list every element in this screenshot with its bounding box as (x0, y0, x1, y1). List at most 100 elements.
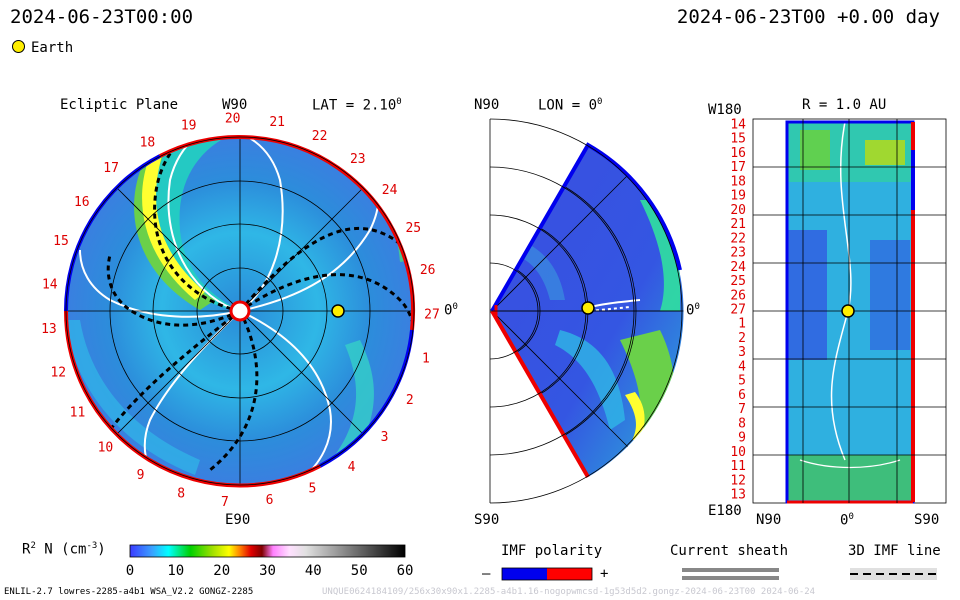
current-sheath-title: Current sheath (670, 543, 789, 559)
sector-label-6: 6 (266, 493, 274, 508)
imf-line-swatch (850, 568, 937, 580)
map-radius-label: R = 1.0 AU (802, 97, 887, 113)
earth-marker-map (841, 304, 855, 318)
current-sheath-swatch (682, 568, 779, 580)
colorbar-ticks: 0 10 20 30 40 50 60 (126, 563, 414, 579)
sector-label-26: 26 (420, 263, 436, 278)
map-bottom-left-label: E180 (708, 503, 742, 519)
lat-label: LAT = 2.100 (312, 97, 402, 114)
earth-legend: Earth (12, 40, 73, 56)
sector-label-17: 17 (103, 161, 119, 176)
sector-label-15: 15 (53, 234, 69, 249)
ecliptic-title: Ecliptic Plane (60, 97, 179, 113)
map-y-label-1: 1 (738, 317, 746, 332)
sector-label-23: 23 (350, 152, 366, 167)
map-y-label-20: 20 (730, 203, 746, 218)
ecliptic-top-label: W90 (222, 97, 248, 113)
map-y-label-5: 5 (738, 374, 746, 389)
ecliptic-bottom-label: E90 (225, 512, 251, 528)
map-y-label-19: 19 (730, 189, 746, 204)
map-y-label-23: 23 (730, 246, 746, 261)
imf-plus-label: + (600, 566, 609, 582)
earth-marker-ecliptic (331, 304, 345, 318)
sector-label-16: 16 (74, 195, 90, 210)
ecliptic-right-label: 00 (444, 302, 458, 319)
imf-negative-swatch (502, 568, 547, 580)
sector-label-19: 19 (181, 119, 197, 134)
map-y-label-2: 2 (738, 331, 746, 346)
map-y-label-13: 13 (730, 488, 746, 503)
sector-label-9: 9 (137, 468, 145, 483)
map-y-label-7: 7 (738, 402, 746, 417)
map-y-labels: 1415161718192021222324252627123456789101… (730, 118, 746, 503)
map-y-label-10: 10 (730, 445, 746, 460)
sector-label-24: 24 (382, 183, 398, 198)
meridional-plane (489, 118, 684, 504)
sector-label-20: 20 (225, 112, 241, 127)
left-datetime: 2024-06-23T00:00 (10, 6, 194, 28)
sector-label-3: 3 (381, 430, 389, 445)
map-y-label-12: 12 (730, 473, 746, 488)
imf-minus-label: – (482, 566, 491, 582)
colorbar-tick-40: 40 (305, 563, 322, 579)
sector-label-14: 14 (42, 277, 58, 292)
map-y-label-9: 9 (738, 431, 746, 446)
imf-line-title: 3D IMF line (848, 543, 941, 559)
imf-positive-swatch (547, 568, 592, 580)
colorbar-label: R2 N (cm-3) (22, 541, 106, 558)
map-y-label-21: 21 (730, 217, 746, 232)
sector-label-5: 5 (308, 481, 316, 496)
map-y-label-6: 6 (738, 388, 746, 403)
ecliptic-sector-labels: 19 20 212223242526271234567891011121314151… (41, 112, 440, 510)
map-x-label-0: 00 (840, 512, 854, 529)
right-datetime: 2024-06-23T00 +0.00 day (676, 6, 940, 28)
earth-marker-meridional (581, 301, 595, 315)
sector-label-12: 12 (50, 366, 66, 381)
colorbar-tick-50: 50 (351, 563, 368, 579)
meridional-bottom-label: S90 (474, 512, 500, 528)
map-y-label-8: 8 (738, 416, 746, 431)
sector-label-25: 25 (405, 221, 421, 236)
map-y-label-25: 25 (730, 274, 746, 289)
sector-label-4: 4 (348, 460, 356, 475)
map-y-label-16: 16 (730, 146, 746, 161)
meridional-right-label: 00 (686, 302, 700, 319)
map-y-label-15: 15 (730, 132, 746, 147)
footer-run-id: UNQUE0624184109/256x30x90x1.2285-a4b1.16… (322, 587, 816, 597)
earth-icon (12, 40, 25, 53)
synoptic-map (752, 118, 947, 504)
map-y-label-3: 3 (738, 345, 746, 360)
sector-label-13: 13 (41, 322, 57, 337)
meridional-top-label: N90 (474, 97, 500, 113)
imf-polarity-title: IMF polarity (501, 543, 603, 559)
lon-label: LON = 00 (538, 97, 603, 114)
sector-label-8: 8 (177, 486, 185, 501)
map-y-label-24: 24 (730, 260, 746, 275)
map-y-label-14: 14 (730, 118, 746, 133)
earth-legend-label: Earth (31, 40, 74, 56)
colorbar-tick-0: 0 (126, 563, 134, 579)
sector-label-1: 1 (422, 352, 430, 367)
sector-label-7: 7 (221, 495, 229, 510)
map-y-label-26: 26 (730, 288, 746, 303)
map-y-label-22: 22 (730, 231, 746, 246)
sector-label-10: 10 (98, 440, 114, 455)
map-y-label-17: 17 (730, 160, 746, 175)
map-y-label-18: 18 (730, 174, 746, 189)
colorbar-tick-30: 30 (259, 563, 276, 579)
sector-label-21: 21 (269, 115, 285, 130)
map-x-label-s90: S90 (914, 512, 940, 528)
sector-label-11: 11 (70, 406, 86, 421)
map-y-label-11: 11 (730, 459, 746, 474)
map-top-left-label: W180 (708, 102, 742, 118)
colorbar-tick-10: 10 (167, 563, 184, 579)
sector-label-22: 22 (312, 129, 328, 144)
sector-label-27: 27 (424, 307, 440, 322)
map-y-label-27: 27 (730, 303, 746, 318)
sector-label-18: 18 (140, 135, 156, 150)
map-y-label-4: 4 (738, 359, 746, 374)
footer-model-info: ENLIL-2.7 lowres-2285-a4b1 WSA_V2.2 GONG… (4, 587, 254, 597)
colorbar-tick-20: 20 (213, 563, 230, 579)
sector-label-2: 2 (406, 393, 414, 408)
